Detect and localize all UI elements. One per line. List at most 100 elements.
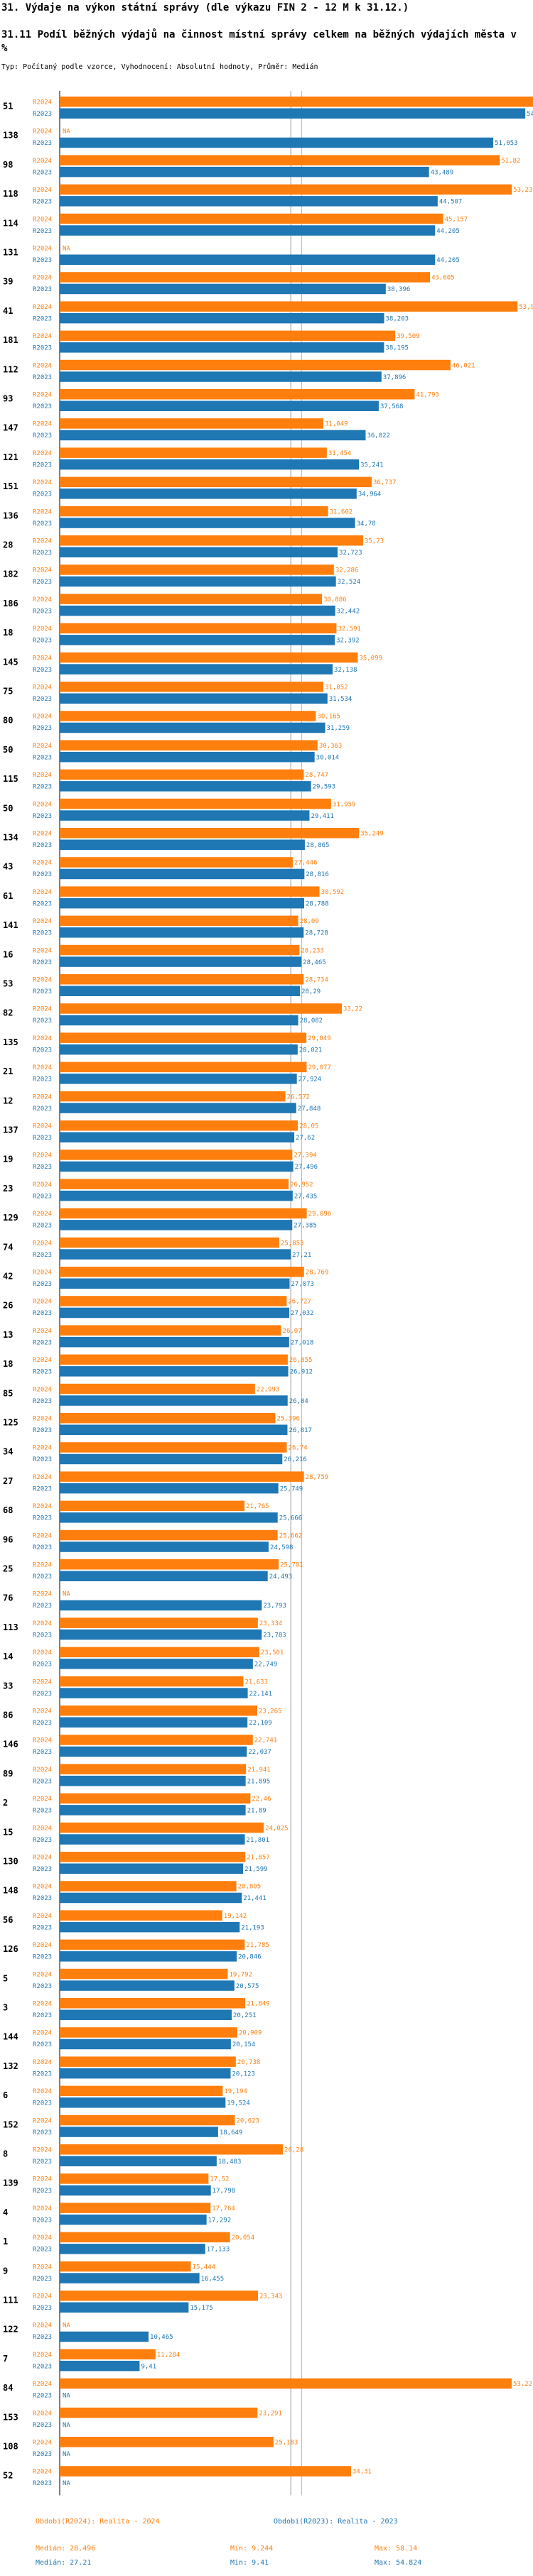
category-label: 115 bbox=[3, 774, 18, 784]
bar bbox=[60, 166, 429, 178]
value-label: NA bbox=[63, 2393, 70, 2400]
bar bbox=[60, 2360, 140, 2372]
value-label: 53,22 bbox=[513, 2381, 532, 2388]
series-tick-label: R2023 bbox=[33, 871, 52, 878]
bar bbox=[60, 1717, 248, 1728]
series-tick-label: R2024 bbox=[33, 1855, 52, 1862]
bar bbox=[60, 711, 316, 721]
value-label: 29,593 bbox=[313, 784, 336, 791]
series-tick-label: R2023 bbox=[33, 2100, 52, 2107]
legend-min-2023: Min: 9.41 bbox=[230, 2559, 269, 2567]
value-label: 32,591 bbox=[338, 626, 361, 633]
chart-title: 31.11 Podíl běžných výdajů na činnost mí… bbox=[1, 29, 517, 54]
category-label: 153 bbox=[3, 2412, 18, 2422]
category-label: 43 bbox=[3, 862, 13, 872]
value-label: 25,853 bbox=[281, 1240, 304, 1247]
series-tick-label: R2024 bbox=[33, 275, 52, 282]
category-label: 42 bbox=[3, 1272, 13, 1282]
category-label: 7 bbox=[3, 2354, 8, 2364]
value-label: 21,441 bbox=[243, 1895, 266, 1902]
bar bbox=[60, 915, 298, 927]
bar bbox=[60, 301, 518, 312]
category-label: 132 bbox=[3, 2061, 18, 2071]
value-label: NA bbox=[63, 129, 70, 136]
value-label: 21,193 bbox=[241, 1924, 264, 1931]
value-label: 24,493 bbox=[269, 1573, 293, 1581]
bar bbox=[60, 810, 310, 821]
bar bbox=[60, 1395, 288, 1406]
value-label: 30,592 bbox=[321, 889, 345, 896]
bar bbox=[60, 1659, 253, 1669]
value-label: 25,666 bbox=[279, 1515, 303, 1522]
value-label: 35,249 bbox=[360, 831, 384, 838]
value-label: 28,747 bbox=[306, 772, 329, 779]
bar bbox=[60, 312, 384, 324]
legend-series-2023: Obdobi(R2023): Realita - 2023 bbox=[274, 2518, 398, 2526]
series-tick-label: R2023 bbox=[33, 2334, 52, 2341]
value-label: 23,793 bbox=[263, 1603, 286, 1610]
value-label: 32,524 bbox=[338, 579, 361, 586]
series-tick-label: R2023 bbox=[33, 667, 52, 674]
bar bbox=[60, 1980, 235, 1991]
bar bbox=[60, 1483, 279, 1494]
value-label: 25,183 bbox=[275, 2440, 298, 2447]
value-label: 29,411 bbox=[311, 813, 334, 820]
bar bbox=[60, 2203, 211, 2213]
series-tick-label: R2024 bbox=[33, 1123, 52, 1130]
bar bbox=[60, 1629, 262, 1640]
series-tick-label: R2024 bbox=[33, 216, 52, 223]
value-label: 19,142 bbox=[224, 1913, 247, 1920]
series-tick-label: R2023 bbox=[33, 2363, 52, 2370]
value-label: 27,21 bbox=[292, 1252, 311, 1259]
series-tick-label: R2023 bbox=[33, 2276, 52, 2283]
series-tick-label: R2024 bbox=[33, 743, 52, 750]
bar bbox=[60, 283, 386, 295]
category-label: 26 bbox=[3, 1301, 13, 1311]
bar bbox=[60, 944, 300, 956]
category-label: 145 bbox=[3, 657, 18, 667]
series-tick-label: R2023 bbox=[33, 900, 52, 907]
series-tick-label: R2023 bbox=[33, 491, 52, 498]
value-label: 34,964 bbox=[358, 491, 382, 498]
value-label: 25,781 bbox=[280, 1562, 303, 1569]
category-label: 148 bbox=[3, 1886, 18, 1896]
category-label: 13 bbox=[3, 1330, 13, 1340]
value-label: 21,857 bbox=[247, 1855, 270, 1862]
bar bbox=[60, 769, 304, 780]
bar bbox=[60, 1044, 298, 1055]
series-tick-label: R2023 bbox=[33, 1866, 52, 1873]
value-label: 24,598 bbox=[270, 1544, 294, 1551]
series-tick-label: R2023 bbox=[33, 2247, 52, 2254]
series-tick-label: R2023 bbox=[33, 1573, 52, 1581]
bar bbox=[60, 2378, 512, 2389]
bar bbox=[60, 1354, 288, 1365]
bar bbox=[60, 476, 372, 488]
series-tick-label: R2024 bbox=[33, 2264, 52, 2271]
category-label: 108 bbox=[3, 2442, 18, 2452]
bar bbox=[60, 1910, 222, 1921]
category-label: 89 bbox=[3, 1769, 13, 1779]
value-label: 22,037 bbox=[248, 1749, 271, 1756]
series-tick-label: R2023 bbox=[33, 2217, 52, 2224]
bar bbox=[60, 1512, 278, 1523]
bar bbox=[60, 1091, 286, 1102]
value-label: 18,649 bbox=[220, 2129, 243, 2136]
value-label: 32,138 bbox=[334, 667, 357, 674]
series-tick-label: R2024 bbox=[33, 1649, 52, 1657]
page-title: 31. Výdaje na výkon státní správy (dle v… bbox=[1, 2, 409, 13]
series-tick-label: R2023 bbox=[33, 2188, 52, 2195]
series-tick-label: R2024 bbox=[33, 684, 52, 692]
category-label: 130 bbox=[3, 1857, 18, 1867]
series-tick-label: R2023 bbox=[33, 1544, 52, 1551]
series-tick-label: R2023 bbox=[33, 550, 52, 557]
category-label: 186 bbox=[3, 599, 18, 608]
category-label: 8 bbox=[3, 2149, 8, 2159]
bar bbox=[60, 635, 335, 645]
value-label: 32,392 bbox=[336, 638, 360, 645]
value-label: 45,157 bbox=[445, 216, 468, 223]
value-label: 30,014 bbox=[316, 754, 340, 761]
bar bbox=[60, 2437, 274, 2447]
value-label: 39,509 bbox=[397, 333, 420, 340]
series-tick-label: R2023 bbox=[33, 1047, 52, 1054]
series-tick-label: R2023 bbox=[33, 1895, 52, 1902]
